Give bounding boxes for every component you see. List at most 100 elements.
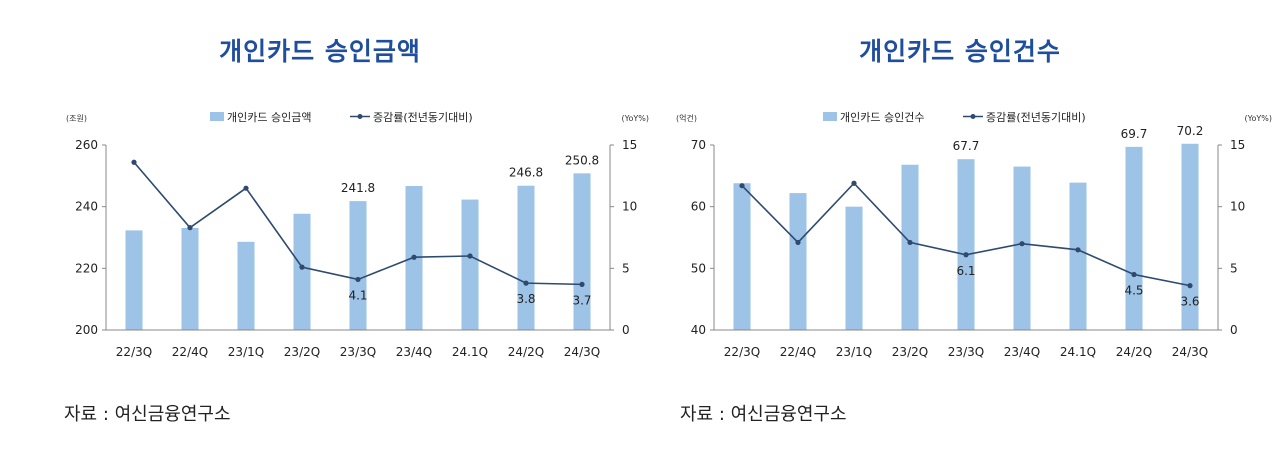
- y-tick-label-left: 40: [691, 323, 706, 337]
- y-unit-left: (조원): [66, 114, 87, 123]
- x-tick-label: 24.1Q: [1060, 345, 1096, 359]
- x-tick-label: 22/4Q: [780, 345, 816, 359]
- bar: [733, 183, 751, 330]
- bar-data-label: 70.2: [1177, 124, 1204, 138]
- bar: [517, 185, 535, 330]
- line-point: [795, 239, 801, 246]
- line-data-label: 3.8: [516, 292, 535, 306]
- bar: [1181, 143, 1199, 330]
- chart-panel-count: 개인카드 승인건수 (억건) (YoY%) 개인카드 승인건수 증감률(전년동기대비)…: [640, 0, 1280, 449]
- source-note: 자료 : 여신금융연구소: [64, 404, 231, 425]
- bar: [125, 230, 143, 330]
- legend-bar-label: 개인카드 승인금액: [227, 111, 311, 124]
- line-point: [523, 280, 529, 286]
- y-tick-label-left: 200: [75, 323, 98, 337]
- bar-data-label: 69.7: [1121, 127, 1148, 141]
- x-tick-label: 23/1Q: [836, 345, 872, 359]
- line-point: [1075, 247, 1081, 253]
- y-tick-label-left: 70: [691, 138, 706, 152]
- x-tick-label: 24/2Q: [508, 345, 544, 359]
- line-point: [187, 225, 193, 231]
- y-tick-label-left: 240: [75, 200, 98, 214]
- legend-line-marker: [357, 114, 363, 119]
- x-tick-label: 23/3Q: [340, 345, 376, 359]
- y-unit-right: (YoY%): [622, 114, 649, 123]
- x-tick-label: 23/2Q: [284, 345, 320, 359]
- line-data-label: 3.6: [1180, 295, 1199, 309]
- line-point: [1131, 271, 1137, 278]
- bar: [1013, 166, 1031, 330]
- bar: [461, 199, 479, 330]
- x-tick-label: 24/3Q: [1172, 345, 1208, 359]
- x-tick-label: 24.1Q: [452, 345, 488, 359]
- bar: [181, 227, 199, 330]
- y-tick-label-left: 220: [75, 261, 98, 275]
- y-tick-label-right: 0: [622, 323, 630, 337]
- line-point: [243, 185, 249, 191]
- y-tick-label-right: 15: [622, 138, 637, 152]
- x-tick-label: 22/4Q: [172, 345, 208, 359]
- bar: [901, 164, 919, 330]
- line-data-label: 4.1: [348, 288, 367, 302]
- y-unit-right: (YoY%): [1245, 114, 1272, 123]
- y-tick-label-right: 10: [622, 200, 637, 214]
- line-point: [131, 159, 137, 165]
- source-note: 자료 : 여신금융연구소: [680, 404, 847, 425]
- bar: [349, 201, 367, 330]
- chart-amount: (조원) (YoY%) 개인카드 승인금액 증감률(전년동기대비) 200 220 240 2…: [66, 111, 649, 359]
- line-point: [411, 254, 417, 260]
- line-point: [467, 253, 473, 259]
- chart-count: (억건) (YoY%) 개인카드 승인건수 증감률(전년동기대비) 40 50 60 70 0 5…: [676, 111, 1272, 359]
- legend-line-label: 증감률(전년동기대비): [986, 111, 1086, 124]
- line-point: [355, 276, 361, 283]
- legend-bar-label: 개인카드 승인건수: [840, 111, 924, 124]
- bar: [845, 206, 863, 330]
- line-point: [1187, 283, 1193, 289]
- bar-data-label: 250.8: [565, 153, 599, 167]
- x-tick-label: 22/3Q: [724, 345, 760, 359]
- x-tick-label: 22/3Q: [116, 345, 152, 359]
- chart-title: 개인카드 승인건수: [859, 37, 1061, 66]
- line-point: [1019, 241, 1025, 247]
- x-tick-label: 24/2Q: [1116, 345, 1152, 359]
- y-tick-label-left: 260: [75, 138, 98, 152]
- line-data-label: 6.1: [956, 264, 975, 278]
- line-data-label: 4.5: [1124, 284, 1143, 298]
- legend-line-label: 증감률(전년동기대비): [373, 111, 473, 124]
- bar: [1125, 146, 1143, 330]
- line-point: [851, 180, 857, 186]
- y-tick-label-right: 5: [622, 261, 630, 275]
- bar-data-label: 67.7: [953, 139, 980, 153]
- x-tick-label: 24/3Q: [564, 345, 600, 359]
- x-tick-label: 23/2Q: [892, 345, 928, 359]
- x-tick-label: 23/1Q: [228, 345, 264, 359]
- y-tick-label-left: 60: [691, 200, 706, 214]
- y-tick-label-left: 50: [691, 261, 706, 275]
- y-tick-label-right: 15: [1230, 138, 1245, 152]
- line-data-label: 3.7: [572, 293, 591, 307]
- legend-bar-swatch: [210, 112, 224, 121]
- bar: [789, 193, 807, 330]
- y-tick-label-right: 5: [1230, 261, 1238, 275]
- x-tick-label: 23/4Q: [396, 345, 432, 359]
- bar: [237, 241, 255, 330]
- bar: [293, 213, 311, 330]
- chart-panel-amount: 개인카드 승인금액 (조원) (YoY%) 개인카드 승인금액 증감률(전년동기대비)…: [64, 37, 649, 425]
- bar: [957, 159, 975, 330]
- line-point: [299, 264, 305, 270]
- y-tick-label-right: 0: [1230, 323, 1238, 337]
- line-point: [963, 252, 969, 258]
- bar: [573, 173, 591, 330]
- line-point: [579, 281, 585, 287]
- line-point: [907, 239, 913, 246]
- bar-data-label: 241.8: [341, 181, 375, 195]
- x-tick-label: 23/4Q: [1004, 345, 1040, 359]
- legend-bar-swatch: [823, 112, 837, 121]
- bar-data-label: 246.8: [509, 166, 543, 180]
- legend-line-marker: [970, 114, 976, 119]
- y-tick-label-right: 10: [1230, 200, 1245, 214]
- line-point: [739, 183, 745, 189]
- y-unit-left: (억건): [676, 113, 697, 123]
- chart-title: 개인카드 승인금액: [219, 37, 421, 66]
- x-tick-label: 23/3Q: [948, 345, 984, 359]
